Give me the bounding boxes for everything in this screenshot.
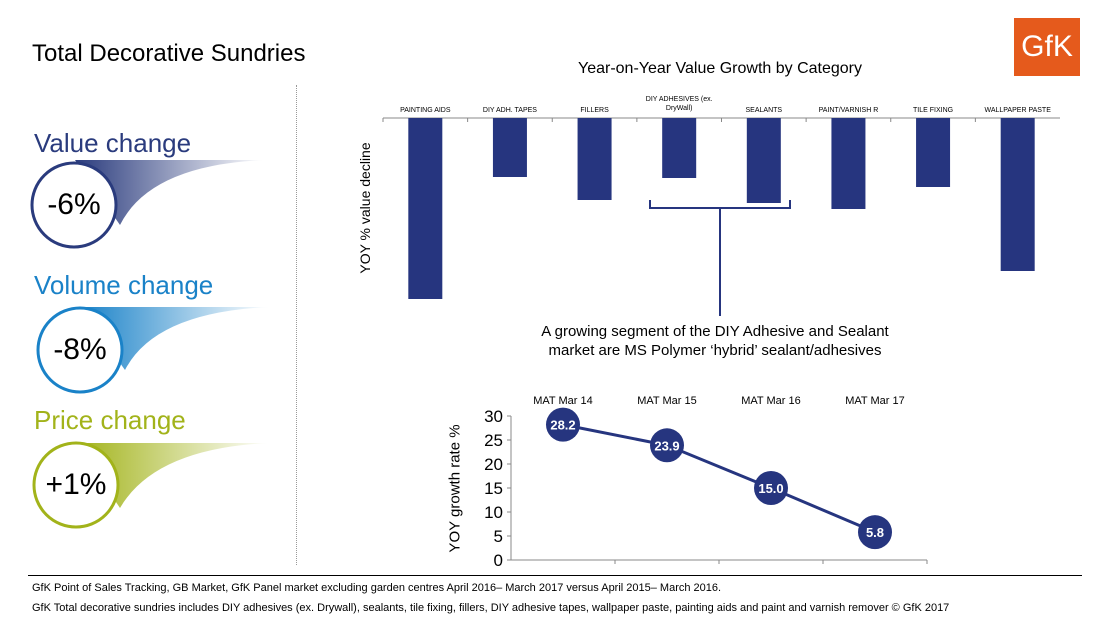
bar-chart: PAINTING AIDS DIY ADH. TAPES FILLERS DIY AD…	[382, 96, 1060, 299]
price-swoosh	[32, 441, 270, 529]
value-change-value: -6%	[47, 188, 101, 221]
data-point	[858, 515, 892, 550]
bar-category-label: TILE FIXING	[913, 107, 953, 114]
volume-change-label: Volume change	[34, 270, 214, 300]
bar-category-label: PAINT/VARNISH R	[819, 107, 879, 114]
page-title: Total Decorative Sundries	[32, 40, 306, 67]
x-category-label: MAT Mar 16	[741, 395, 801, 407]
value-swoosh	[30, 160, 265, 249]
data-point	[546, 407, 580, 442]
data-label: 5.8	[866, 525, 884, 540]
bar	[746, 118, 781, 203]
bar-chart-title: Year-on-Year Value Growth by Category	[577, 60, 862, 77]
bar-category-label: DIY ADHESIVES (ex. DryWall)	[646, 96, 713, 112]
gfk-logo: GfK	[1014, 18, 1080, 76]
y-tick-label: 5	[494, 527, 503, 546]
bar-category-label: FILLERS	[580, 107, 609, 114]
bar	[662, 118, 697, 178]
footer-rule	[28, 575, 1082, 576]
bar	[916, 118, 951, 187]
y-tick-label: 30	[484, 407, 503, 426]
y-tick-label: 25	[484, 431, 503, 450]
price-change-label: Price change	[34, 405, 186, 435]
y-tick-label: 20	[484, 455, 503, 474]
bar	[831, 118, 866, 209]
data-point	[754, 471, 788, 505]
bar-category-label: PAINTING AIDS	[400, 107, 451, 114]
x-category-label: MAT Mar 17	[845, 395, 905, 407]
footnote-2: GfK Total decorative sundries includes D…	[32, 602, 950, 614]
divider	[296, 85, 297, 565]
bar-category-label: WALLPAPER PASTE	[984, 107, 1051, 114]
value-change-label: Value change	[34, 128, 192, 158]
y-tick-label: 15	[484, 479, 503, 498]
x-category-label: MAT Mar 14	[533, 395, 593, 407]
volume-swoosh	[36, 306, 270, 394]
x-category-label: MAT Mar 15	[637, 395, 697, 407]
bracket	[649, 200, 791, 316]
bar	[577, 118, 612, 200]
data-label: 28.2	[550, 418, 575, 433]
bar-category-label: DIY ADH. TAPES	[483, 107, 537, 114]
volume-change-value: -8%	[53, 333, 107, 366]
y-tick-label: 0	[494, 551, 503, 570]
data-label: 23.9	[654, 438, 679, 453]
kpi-swooshes	[30, 160, 270, 529]
data-label: 15.0	[758, 481, 783, 496]
price-change-value: +1%	[45, 468, 107, 501]
bar	[1000, 118, 1035, 271]
y-tick-label: 10	[484, 503, 503, 522]
bar	[408, 118, 443, 299]
annotation: A growing segment of the DIY Adhesive an…	[541, 323, 889, 359]
bar-category-label: SEALANTS	[746, 107, 783, 114]
line-chart: 30 25 20 15 10 5 0 MAT Mar 14 MAT Mar 15 MAT Mar …	[484, 395, 928, 570]
data-point	[650, 428, 684, 463]
growth-line	[562, 423, 876, 534]
footnote-1: GfK Point of Sales Tracking, GB Market, …	[32, 582, 722, 594]
bar	[492, 118, 527, 177]
